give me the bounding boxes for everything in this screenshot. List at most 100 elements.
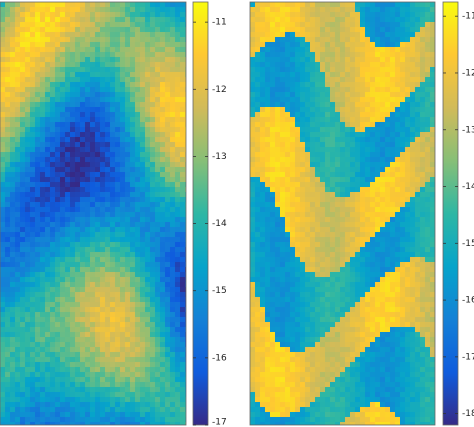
heatmap-cell bbox=[50, 72, 55, 77]
heatmap-cell bbox=[345, 147, 350, 152]
heatmap-cell bbox=[155, 202, 160, 207]
heatmap-cell bbox=[265, 17, 270, 22]
heatmap-cell bbox=[65, 262, 70, 267]
heatmap-cell bbox=[135, 192, 140, 197]
heatmap-cell bbox=[295, 22, 300, 27]
heatmap-cell bbox=[285, 52, 290, 57]
heatmap-cell bbox=[75, 267, 80, 272]
colorbar-tick-label: -13 bbox=[212, 152, 227, 162]
heatmap-cell bbox=[90, 192, 95, 197]
heatmap-cell bbox=[285, 87, 290, 92]
heatmap-cell bbox=[30, 322, 35, 327]
heatmap-cell bbox=[0, 167, 5, 172]
heatmap-cell bbox=[420, 127, 425, 132]
heatmap-cell bbox=[420, 142, 425, 147]
heatmap-cell bbox=[20, 187, 25, 192]
heatmap-cell bbox=[360, 62, 365, 67]
heatmap-cell bbox=[110, 382, 115, 387]
heatmap-cell bbox=[310, 177, 315, 182]
heatmap-cell bbox=[120, 12, 125, 17]
heatmap-cell bbox=[45, 37, 50, 42]
heatmap-cell bbox=[135, 252, 140, 257]
heatmap-cell bbox=[270, 197, 275, 202]
heatmap-cell bbox=[20, 72, 25, 77]
heatmap-cell bbox=[125, 407, 130, 412]
heatmap-cell bbox=[425, 17, 430, 22]
heatmap-cell bbox=[420, 2, 425, 7]
heatmap-cell bbox=[130, 237, 135, 242]
heatmap-cell bbox=[50, 252, 55, 257]
heatmap-cell bbox=[315, 227, 320, 232]
heatmap-cell bbox=[70, 227, 75, 232]
heatmap-cell bbox=[105, 242, 110, 247]
heatmap-cell bbox=[180, 7, 185, 12]
heatmap-cell bbox=[130, 147, 135, 152]
heatmap-cell bbox=[150, 12, 155, 17]
heatmap-cell bbox=[35, 47, 40, 52]
heatmap-cell bbox=[310, 97, 315, 102]
heatmap-cell bbox=[365, 122, 370, 127]
heatmap-cell bbox=[40, 337, 45, 342]
heatmap-cell bbox=[20, 162, 25, 167]
heatmap-cell bbox=[40, 242, 45, 247]
heatmap-cell bbox=[25, 32, 30, 37]
heatmap-cell bbox=[105, 397, 110, 402]
heatmap-cell bbox=[315, 147, 320, 152]
heatmap-cell bbox=[415, 72, 420, 77]
heatmap-cell bbox=[0, 202, 5, 207]
heatmap-cell bbox=[120, 142, 125, 147]
heatmap-cell bbox=[85, 17, 90, 22]
heatmap-cell bbox=[385, 7, 390, 12]
heatmap-cell bbox=[330, 227, 335, 232]
heatmap-cell bbox=[115, 47, 120, 52]
heatmap-cell bbox=[135, 107, 140, 112]
heatmap-cell bbox=[100, 227, 105, 232]
heatmap-cell bbox=[15, 112, 20, 117]
heatmap-cell bbox=[185, 407, 186, 412]
heatmap-cell bbox=[250, 137, 255, 142]
heatmap-cell bbox=[135, 22, 140, 27]
heatmap-cell bbox=[175, 317, 180, 322]
heatmap-cell bbox=[40, 412, 45, 417]
heatmap-cell bbox=[370, 212, 375, 217]
heatmap-cell bbox=[365, 42, 370, 47]
heatmap-cell bbox=[105, 267, 110, 272]
heatmap-cell bbox=[70, 167, 75, 172]
heatmap-cell bbox=[75, 207, 80, 212]
heatmap-cell bbox=[125, 417, 130, 422]
heatmap-cell bbox=[115, 202, 120, 207]
heatmap-cell bbox=[320, 117, 325, 122]
heatmap-cell bbox=[45, 132, 50, 137]
heatmap-cell bbox=[75, 342, 80, 347]
heatmap-cell bbox=[155, 307, 160, 312]
heatmap-cell bbox=[305, 182, 310, 187]
heatmap-cell bbox=[380, 42, 385, 47]
heatmap-cell bbox=[295, 7, 300, 12]
heatmap-cell bbox=[345, 37, 350, 42]
heatmap-cell bbox=[110, 392, 115, 397]
heatmap-cell bbox=[415, 132, 420, 137]
heatmap-cell bbox=[170, 347, 175, 352]
heatmap-cell bbox=[275, 117, 280, 122]
heatmap-cell bbox=[110, 237, 115, 242]
heatmap-cell bbox=[395, 152, 400, 157]
heatmap-cell bbox=[25, 342, 30, 347]
heatmap-cell bbox=[125, 377, 130, 382]
heatmap-cell bbox=[80, 287, 85, 292]
heatmap-cell bbox=[30, 372, 35, 377]
heatmap-cell bbox=[390, 57, 395, 62]
heatmap-cell bbox=[410, 107, 415, 112]
heatmap-cell bbox=[50, 97, 55, 102]
heatmap-cell bbox=[50, 292, 55, 297]
heatmap-cell bbox=[325, 112, 330, 117]
heatmap-cell bbox=[25, 207, 30, 212]
heatmap-cell bbox=[375, 47, 380, 52]
heatmap-cell bbox=[75, 227, 80, 232]
heatmap-cell bbox=[100, 202, 105, 207]
heatmap-cell bbox=[35, 347, 40, 352]
heatmap-cell bbox=[105, 22, 110, 27]
heatmap-cell bbox=[25, 37, 30, 42]
heatmap-cell bbox=[95, 262, 100, 267]
heatmap-cell bbox=[100, 402, 105, 407]
heatmap-cell bbox=[420, 132, 425, 137]
